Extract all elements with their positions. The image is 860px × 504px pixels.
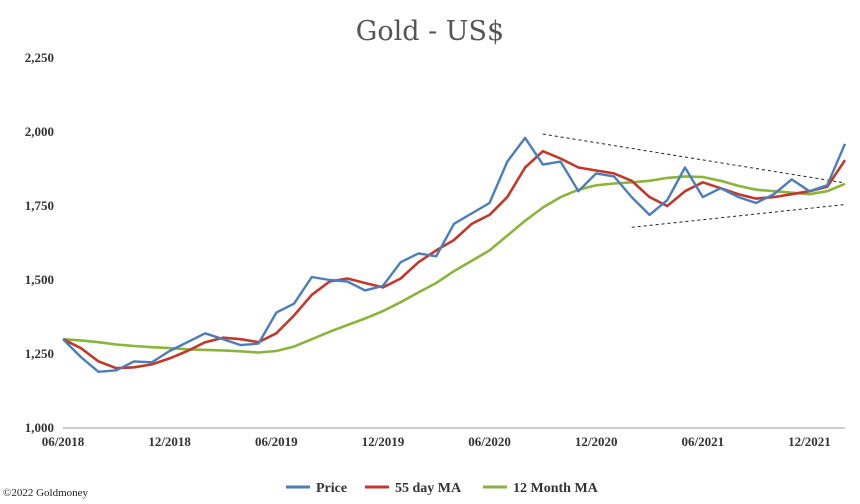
x-tick-label: 06/2021	[682, 434, 725, 449]
ma55-line	[62, 149, 847, 370]
y-tick-label: 1,000	[25, 420, 54, 435]
y-tick-label: 2,000	[25, 124, 54, 139]
legend-price-label: Price	[316, 481, 347, 496]
chart-title: Gold - US$	[356, 16, 504, 47]
x-tick-label: 06/2019	[255, 434, 298, 449]
legend-12-month-ma-label: 12 Month MA	[513, 481, 599, 496]
legend: Price 55 day MA 12 Month MA	[286, 481, 599, 496]
y-tick-label: 1,750	[25, 198, 54, 213]
copyright-text: ©2022 Goldmoney	[3, 487, 89, 499]
x-tick-label: 06/2018	[42, 434, 85, 449]
price-line	[62, 136, 847, 373]
x-tick-label: 12/2021	[788, 434, 831, 449]
x-tick-label: 12/2020	[575, 434, 618, 449]
legend-55-day-ma-label: 55 day MA	[395, 481, 462, 496]
axes: 1,000 1,250 1,500 1,750 2,000 2,250 06/2018 12/…	[25, 50, 845, 449]
trendline-lower	[631, 204, 846, 228]
y-tick-label: 1,500	[25, 272, 54, 287]
y-tick-label: 2,250	[25, 50, 54, 65]
y-tick-label: 1,250	[25, 346, 54, 361]
x-tick-label: 06/2020	[468, 434, 511, 449]
series-lines	[62, 136, 847, 373]
x-tick-label: 12/2019	[362, 434, 405, 449]
x-tick-label: 12/2018	[148, 434, 191, 449]
ma12m-line	[62, 175, 846, 354]
